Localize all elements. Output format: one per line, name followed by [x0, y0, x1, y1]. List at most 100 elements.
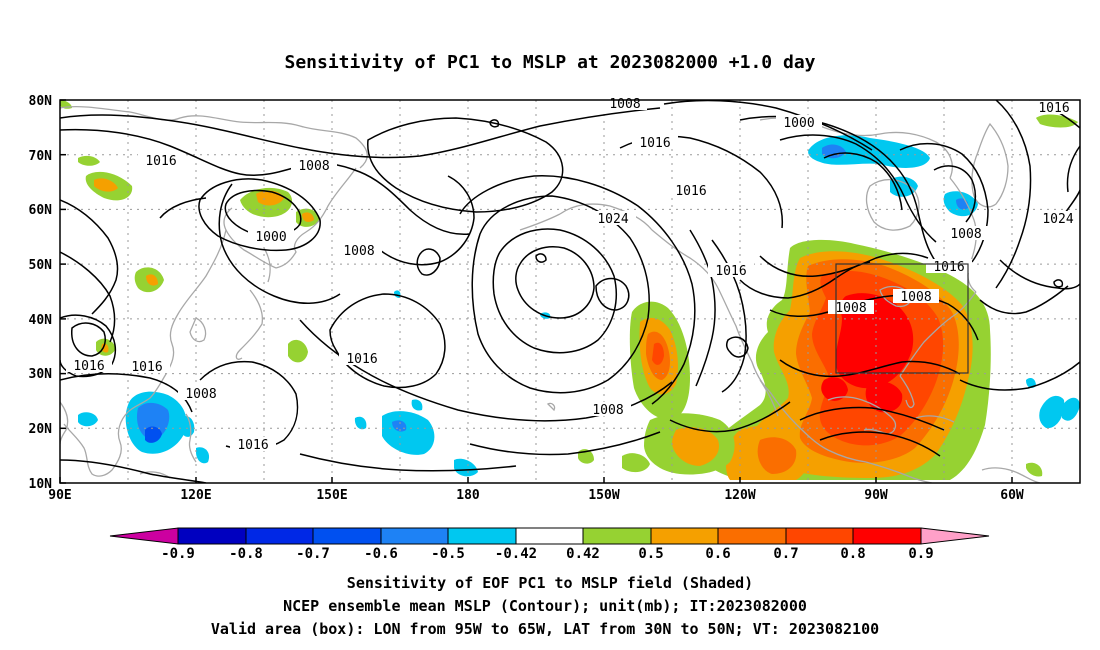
isobar — [999, 259, 1080, 290]
contour-label: 1016 — [639, 136, 670, 151]
colorbar-low-triangle — [109, 527, 179, 545]
x-tick-label: 150W — [588, 488, 619, 503]
contour-label: 1008 — [950, 227, 981, 242]
coast-bc — [717, 287, 771, 393]
colorbar-label: -0.6 — [364, 546, 398, 562]
isobar — [60, 251, 116, 343]
y-tick-label: 50N — [29, 258, 53, 273]
orange-patch-mongolia — [146, 274, 158, 286]
isobar — [725, 336, 749, 358]
green-patch-caribbean — [1026, 462, 1043, 477]
colorbar-segment — [650, 527, 719, 545]
map-panel: 1008 1016 1000 1016 1024 1016 1016 1008 … — [29, 94, 1082, 503]
coast-hudson-bay — [865, 179, 920, 231]
coast-korea — [189, 317, 207, 343]
x-tick-label: 150E — [316, 488, 347, 503]
colorbar-segment — [785, 527, 854, 545]
y-tick-label: 70N — [29, 149, 53, 164]
orange-patch-central-siberia — [94, 178, 118, 192]
contour-label: 1016 — [675, 184, 706, 199]
contour-label: 1008 — [343, 244, 374, 259]
coast-mexico-west — [769, 391, 867, 463]
colorbar-segment — [515, 527, 584, 545]
contour-label: 1000 — [783, 116, 814, 131]
isobar — [218, 183, 341, 304]
coast-great-lakes — [879, 285, 912, 308]
coast-south-america — [981, 467, 1041, 483]
contour-label: 1016 — [131, 360, 162, 375]
isobar — [779, 359, 961, 378]
red-orange-patch-pacific-front — [652, 342, 664, 365]
caption-line-2: NCEP ensemble mean MSLP (Contour); unit(… — [283, 597, 807, 615]
blue-patch-south-pacific — [454, 458, 478, 477]
blue-patch-west-pacific-3 — [411, 399, 423, 411]
x-tick-label: 120W — [724, 488, 755, 503]
colorbar: -0.9 -0.8 -0.7 -0.6 -0.5 -0.42 0.42 0.5 … — [109, 527, 990, 562]
contour-label: 1024 — [1042, 212, 1073, 227]
colorbar-segment — [177, 527, 247, 545]
colorbar-segment — [245, 527, 314, 545]
colorbar-label: -0.9 — [161, 546, 195, 562]
colorbar-segment — [380, 527, 449, 545]
isobar — [60, 199, 119, 315]
isobar — [779, 134, 937, 243]
green-patch-japan-sea — [288, 339, 308, 363]
blue-patch-south-china-sea-inner — [145, 426, 162, 443]
coast-florida — [899, 375, 915, 409]
contour-label: 1016 — [346, 352, 377, 367]
contour-label: 1000 — [255, 230, 286, 245]
isobar — [198, 178, 321, 252]
isobar — [535, 253, 547, 263]
orange-patch-north-china — [101, 343, 109, 353]
figure-title: Sensitivity of PC1 to MSLP at 2023082000… — [284, 52, 815, 73]
blue-patch-atlantic-3 — [1026, 378, 1036, 388]
coast-central-america — [865, 461, 933, 483]
red-patch-north-america-2 — [865, 381, 903, 413]
contour-labels: 1008 1016 1000 1016 1024 1016 1016 1008 … — [66, 96, 1082, 453]
isobar — [367, 117, 564, 213]
colorbar-label: 0.42 — [566, 546, 600, 562]
coast-indochina — [63, 411, 129, 477]
y-tick-label: 30N — [29, 367, 53, 382]
colorbar-segment — [312, 527, 382, 545]
isobar — [799, 406, 945, 431]
isobar — [71, 322, 106, 357]
colorbar-high-triangle — [920, 527, 990, 545]
isobar — [823, 152, 903, 211]
y-tick-label: 60N — [29, 203, 53, 218]
contour-label: 1024 — [597, 212, 628, 227]
colorbar-segment — [582, 527, 652, 545]
blue-patch-greenland-west-core — [822, 144, 846, 159]
isobar — [489, 119, 500, 128]
blue-patch-luzon-south — [196, 447, 210, 464]
isobar — [379, 175, 475, 266]
colorbar-label: 0.6 — [705, 546, 730, 562]
isobar — [416, 248, 441, 276]
colorbar-label: -0.5 — [431, 546, 465, 562]
y-tick-label: 20N — [29, 422, 53, 437]
isobar — [329, 293, 446, 389]
contour-label: 1016 — [73, 359, 104, 374]
coast-japan — [235, 289, 264, 360]
blue-patch-west-pacific-core — [392, 420, 407, 432]
caption-line-3: Valid area (box): LON from 95W to 65W, L… — [211, 620, 879, 638]
blue-patch-atlantic-2 — [1062, 397, 1080, 421]
green-patch-pacific-south — [622, 453, 650, 473]
contour-label: 1008 — [900, 290, 931, 305]
caption-line-1: Sensitivity of EOF PC1 to MSLP field (Sh… — [347, 574, 753, 592]
coast-baja — [759, 379, 779, 417]
isobar — [759, 252, 929, 278]
caption: Sensitivity of EOF PC1 to MSLP field (Sh… — [211, 574, 879, 638]
isobar — [959, 361, 1080, 391]
red-patch-north-america-3 — [821, 377, 848, 401]
contour-label: 1008 — [592, 403, 623, 418]
contour-label: 1016 — [237, 438, 268, 453]
coast-kamchatka — [275, 167, 357, 269]
blue-patch-atlantic-1 — [1039, 395, 1065, 429]
isobar — [979, 285, 1069, 315]
coast-cuba — [915, 415, 955, 423]
coast-philippines — [185, 413, 197, 463]
colorbar-label: 0.7 — [773, 546, 798, 562]
contour-label: 1008 — [835, 301, 866, 316]
isobar — [819, 431, 941, 457]
